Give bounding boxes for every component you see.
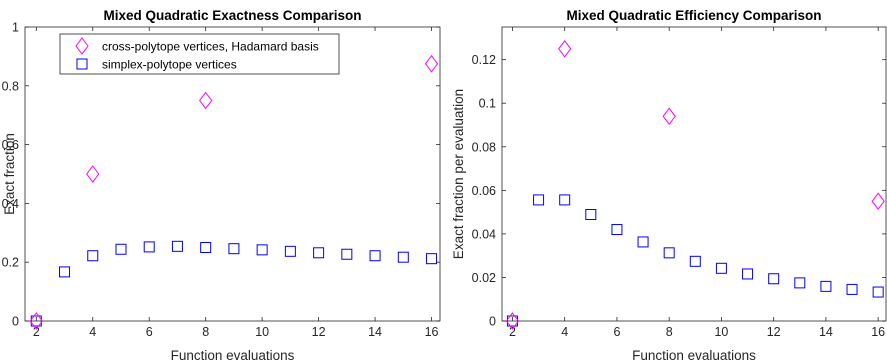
efficiency-diamond-data-point [662, 107, 676, 126]
exactness-square-data-point [313, 247, 325, 259]
efficiency-series-diamond [505, 39, 885, 330]
exactness-axes-box [24, 26, 441, 322]
legend-entry-label: simplex-polytope vertices [102, 58, 237, 72]
efficiency-square-data-point [559, 194, 571, 206]
exactness-x-axis-label: Function evaluations [171, 348, 295, 363]
exactness-square-data-point [341, 248, 353, 260]
efficiency-square-data-point [533, 194, 545, 206]
exactness-x-tick-label: 2 [33, 325, 40, 339]
exactness-square-data-point [171, 240, 183, 252]
exactness-square-data-point [143, 241, 155, 253]
efficiency-square-data-point [715, 262, 727, 274]
efficiency-x-tick-label: 10 [714, 325, 728, 339]
exactness-x-tick-label: 4 [89, 325, 96, 339]
exactness-square-data-point [200, 242, 212, 253]
exactness-y-tick-label: 1 [12, 21, 19, 35]
efficiency-square-data-point [637, 236, 649, 248]
efficiency-series-square [506, 194, 884, 327]
efficiency-y-tick-label: 0 [489, 315, 496, 329]
efficiency-y-tick-label: 0.04 [472, 227, 496, 241]
exactness-x-tick-label: 14 [368, 325, 382, 339]
exactness-x-tick-label: 10 [255, 325, 269, 339]
efficiency-x-tick-label: 6 [613, 325, 620, 339]
exactness-series-diamond [29, 54, 439, 330]
exactness-square-data-point [256, 244, 268, 256]
efficiency-x-tick-label: 4 [561, 325, 568, 339]
exactness-y-tick-label: 0.6 [2, 138, 19, 152]
legend-square-swatch [76, 58, 88, 70]
efficiency-y-tick-label: 0.12 [472, 53, 496, 67]
exactness-square-data-point [87, 250, 99, 262]
exactness-x-tick-label: 16 [425, 325, 439, 339]
efficiency-diamond-data-point [505, 312, 520, 330]
exactness-y-axis-label: Exact fraction [2, 133, 17, 215]
efficiency-square-data-point [768, 273, 780, 285]
exactness-square-data-point [59, 266, 71, 278]
exactness-x-tick-label: 6 [146, 325, 153, 339]
efficiency-square-data-point [663, 247, 675, 259]
exactness-square-data-point [426, 253, 438, 265]
efficiency-chart-title: Mixed Quadratic Efficiency Comparison [566, 8, 821, 23]
efficiency-axes-box [501, 26, 887, 322]
efficiency-square-data-point [820, 280, 832, 292]
exactness-diamond-data-point [29, 312, 43, 330]
efficiency-square-data-point [611, 224, 623, 236]
exactness-x-tick-label: 8 [202, 325, 209, 339]
efficiency-square-data-point [872, 286, 884, 298]
exactness-diamond-data-point [199, 91, 213, 110]
efficiency-x-tick-label: 14 [819, 325, 833, 339]
efficiency-square-data-point [742, 268, 754, 280]
efficiency-x-tick-label: 12 [767, 325, 781, 339]
exactness-square-data-point [228, 243, 240, 255]
exactness-square-data-point [115, 243, 127, 255]
efficiency-square-data-point [585, 209, 597, 221]
exactness-x-tick-label: 12 [312, 325, 326, 339]
exactness-diamond-data-point [424, 54, 439, 73]
legend-entry-label: cross-polytope vertices, Hadamard basis [102, 40, 319, 54]
exactness-y-tick-label: 0.4 [2, 197, 19, 211]
legend-box [59, 33, 340, 75]
exactness-chart: Mixed Quadratic Exactness Comparison 2 4 6 8… [2, 8, 441, 363]
legend-diamond-swatch [75, 37, 89, 55]
efficiency-square-data-point [846, 283, 858, 295]
exactness-square-data-point [30, 315, 42, 327]
efficiency-diamond-data-point [871, 192, 885, 211]
exactness-series-square [30, 240, 438, 327]
efficiency-y-axis-label: Exact fraction per evaluation [451, 89, 466, 259]
exactness-y-tick-label: 0 [12, 315, 19, 329]
exactness-square-data-point [397, 251, 409, 263]
efficiency-chart: Mixed Quadratic Efficiency Comparison 2 4 6… [451, 8, 887, 363]
efficiency-x-tick-label: 8 [666, 325, 673, 339]
efficiency-y-tick-label: 0.1 [479, 97, 496, 111]
exactness-square-data-point [284, 245, 296, 257]
efficiency-x-axis-label: Function evaluations [632, 348, 756, 363]
exactness-legend: cross-polytope vertices, Hadamard basis s… [59, 33, 340, 75]
efficiency-y-tick-label: 0.08 [472, 140, 496, 154]
efficiency-square-data-point [689, 255, 701, 267]
efficiency-y-tick-label: 0.02 [472, 271, 496, 285]
exactness-y-tick-label: 0.8 [2, 79, 19, 93]
efficiency-square-data-point [794, 277, 806, 289]
efficiency-diamond-data-point [558, 39, 572, 58]
efficiency-x-tick-label: 2 [509, 325, 516, 339]
exactness-square-data-point [369, 250, 381, 262]
efficiency-y-tick-label: 0.06 [472, 184, 496, 198]
efficiency-x-tick-label: 16 [871, 325, 885, 339]
exactness-chart-title: Mixed Quadratic Exactness Comparison [103, 8, 361, 23]
exactness-diamond-data-point [86, 165, 100, 183]
efficiency-square-data-point [506, 315, 518, 327]
exactness-y-tick-label: 0.2 [2, 256, 19, 270]
